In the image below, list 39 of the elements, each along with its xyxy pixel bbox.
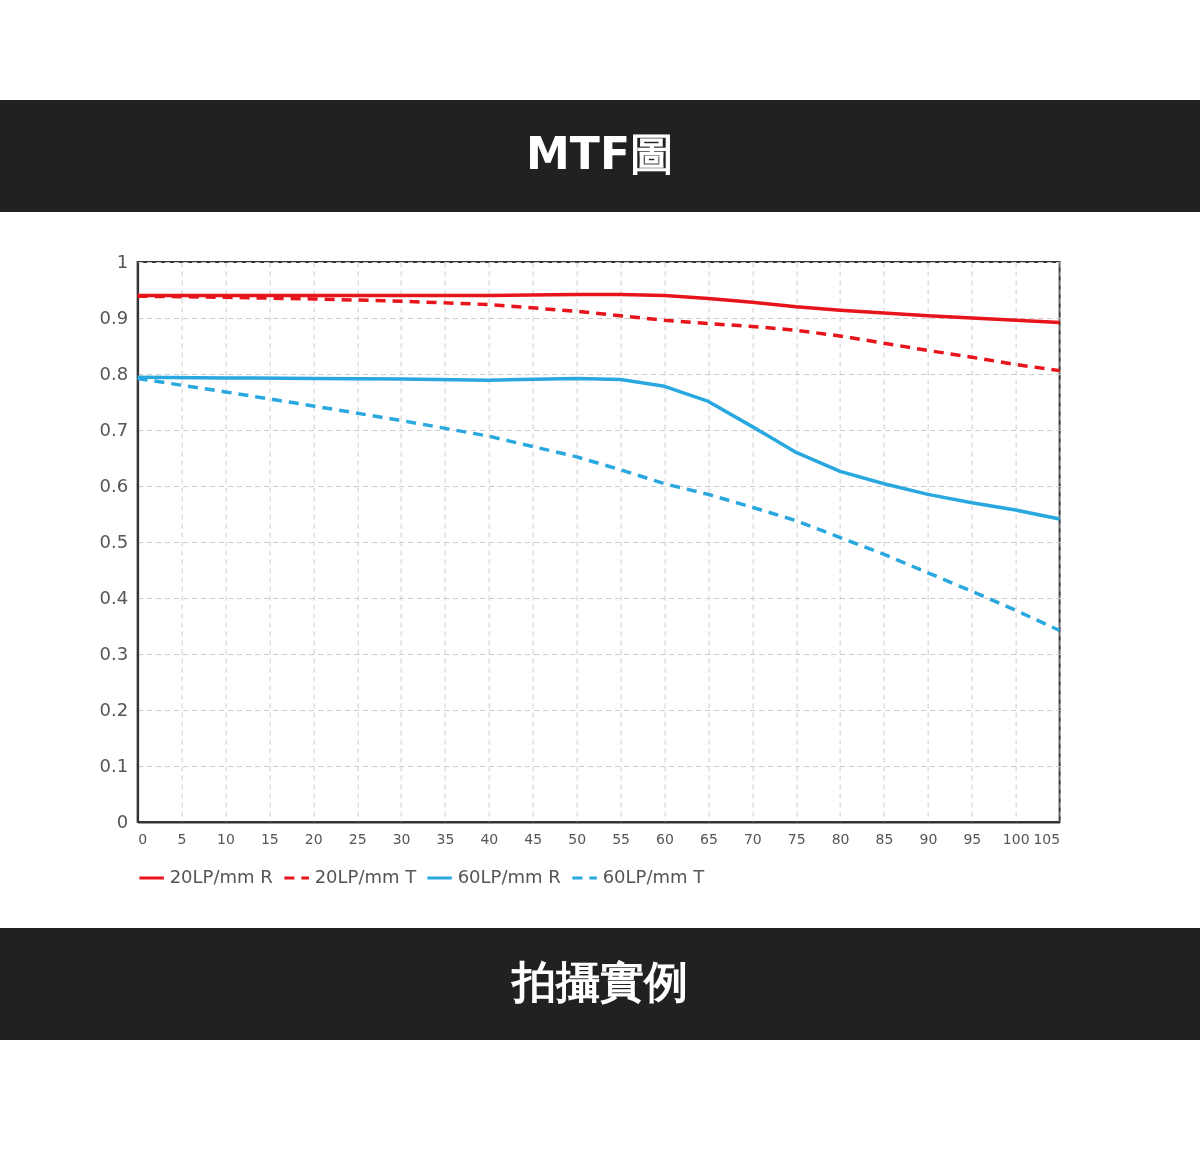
x-tick-label: 65	[699, 830, 718, 847]
x-tick-label: 5	[177, 830, 187, 847]
legend-label: 60LP/mm R	[457, 866, 561, 887]
x-tick-label: 85	[875, 830, 894, 847]
x-tick-label: 35	[436, 830, 455, 847]
y-tick-label: 0.8	[99, 362, 129, 384]
y-tick-label: 1	[116, 250, 129, 272]
chart-title: MTF圖	[526, 128, 674, 179]
text: 拍攝實例	[510, 956, 688, 1007]
y-tick-label: 0.4	[99, 586, 129, 608]
x-tick-label: 55	[612, 830, 630, 847]
y-tick-label: 0.6	[99, 474, 129, 496]
x-tick-label: 45	[524, 830, 543, 847]
y-tick-label: 0.7	[99, 418, 129, 440]
x-tick-label: 15	[260, 830, 279, 847]
legend-label: 60LP/mm T	[602, 866, 706, 887]
x-tick-label: 20	[304, 830, 323, 847]
y-tick-label: 0.1	[99, 754, 129, 776]
x-tick-label: 70	[743, 830, 762, 847]
x-tick-label: 50	[568, 830, 587, 847]
legend-label: 20LP/mm R	[169, 866, 273, 887]
x-tick-label: 30	[392, 830, 411, 847]
y-tick-label: 0.5	[99, 530, 129, 552]
legend-label: 20LP/mm T	[314, 866, 418, 887]
x-tick-label: 10	[217, 830, 235, 847]
x-tick-label: 0	[138, 830, 148, 847]
x-tick-label: 25	[348, 830, 367, 847]
x-tick-label: 90	[919, 830, 938, 847]
x-tick-label: 75	[787, 830, 806, 847]
y-tick-label: 0	[116, 810, 129, 832]
y-tick-label: 0.2	[99, 698, 129, 720]
x-tick-label: 100	[1002, 830, 1030, 847]
x-tick-label: 60	[656, 830, 674, 847]
y-tick-label: 0.9	[99, 306, 129, 328]
x-tick-label: 95	[963, 830, 982, 847]
x-tick-label: 105	[1033, 830, 1061, 847]
y-tick-label: 0.3	[99, 642, 129, 664]
x-tick-label: 80	[831, 830, 850, 847]
x-tick-label: 40	[480, 830, 499, 847]
